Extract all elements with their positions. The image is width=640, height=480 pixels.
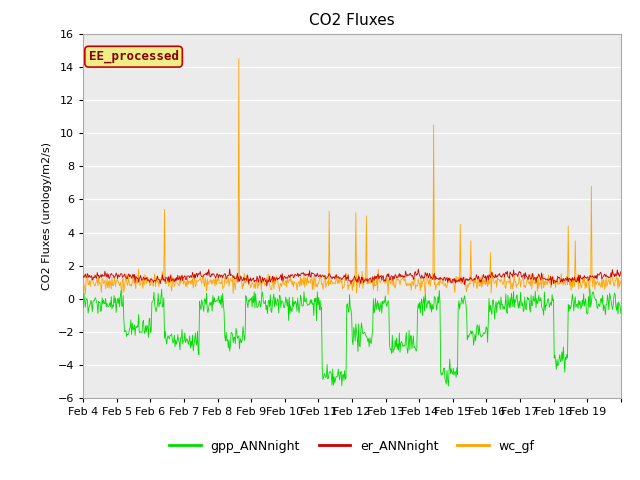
Text: EE_processed: EE_processed xyxy=(88,50,179,63)
Legend: gpp_ANNnight, er_ANNnight, wc_gf: gpp_ANNnight, er_ANNnight, wc_gf xyxy=(164,435,540,458)
Title: CO2 Fluxes: CO2 Fluxes xyxy=(309,13,395,28)
Y-axis label: CO2 Fluxes (urology/m2/s): CO2 Fluxes (urology/m2/s) xyxy=(42,142,52,290)
